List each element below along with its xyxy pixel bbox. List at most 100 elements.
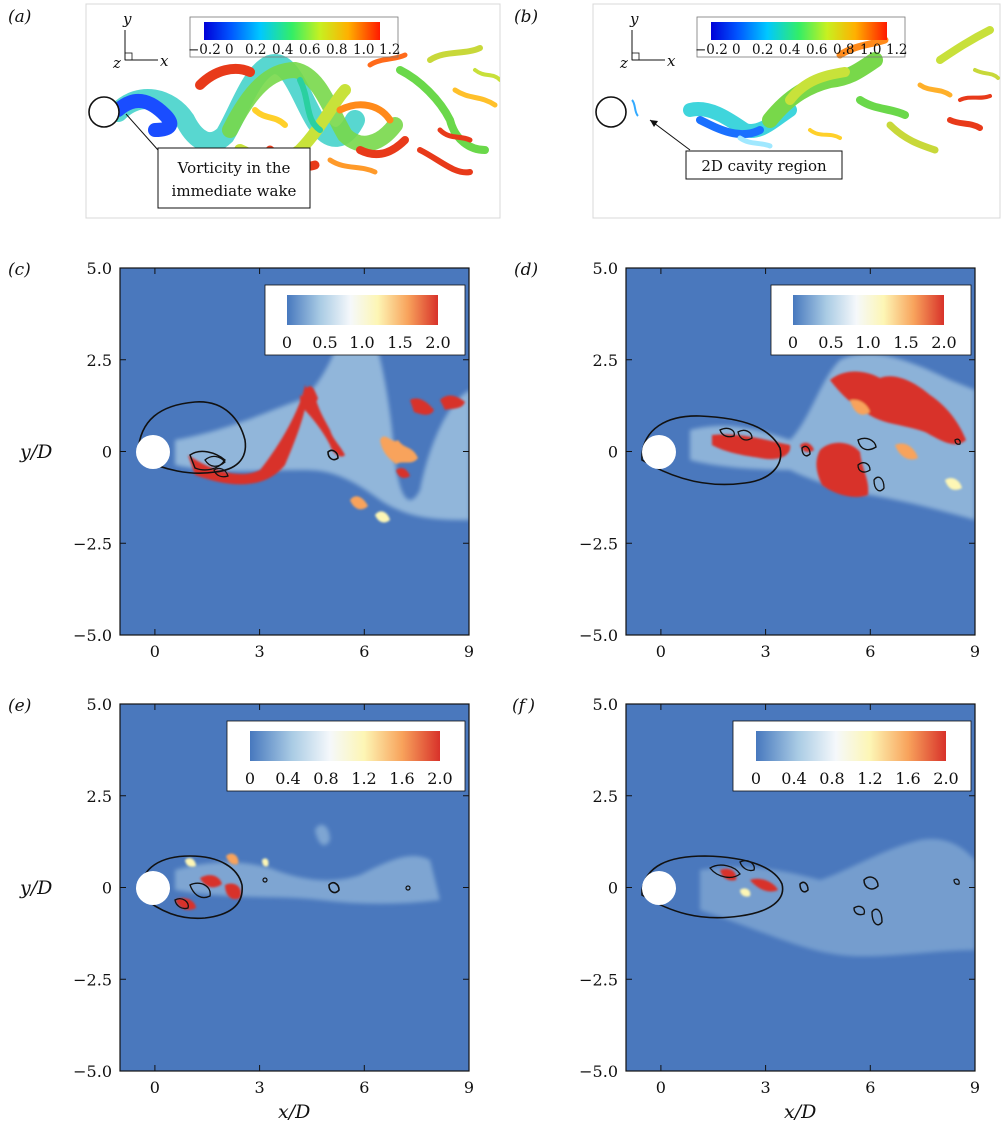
cbtick-e-0: 0 [245,769,255,788]
xtick-label-c-1: 3 [255,642,265,661]
ylabel-e: y/D [19,877,52,899]
xtick-label-e-2: 6 [359,1078,369,1097]
cbtick-c-2: 1.0 [349,333,374,352]
ytick-label-f-2: 0 [608,879,618,898]
colorbar-d [793,295,944,325]
colorbar-c [287,295,438,325]
panel-label-b: (b) [514,7,538,27]
cylinder-e [136,871,170,905]
xtick-label-f-0: 0 [656,1078,666,1097]
cbtick-f-5: 2.0 [933,769,958,788]
cbtick-a-2: 0.2 [245,42,266,58]
cbtick-b-4: 0.6 [806,42,827,58]
ytick-label-e-3: 2.5 [87,787,112,806]
cbtick-d-1: 0.5 [818,333,843,352]
xlabel-f: x/D [784,1101,816,1123]
triad-b-z: z [619,54,628,72]
cylinder-a [89,97,119,127]
xtick-label-e-3: 9 [464,1078,474,1097]
cbtick-b-6: 1.0 [860,42,881,58]
cbtick-e-4: 1.6 [389,769,414,788]
cbtick-e-5: 2.0 [427,769,452,788]
colorbar-b-ticks: −0.2 0 0.2 0.4 0.6 0.8 1.0 1.2 [695,42,907,58]
ytick-label-e-1: −2.5 [73,970,112,989]
panel-label-e: (e) [8,696,31,716]
xtick-label-c-2: 6 [359,642,369,661]
panel-label-d: (d) [514,260,538,280]
ytick-label-d-0: −5.0 [579,626,618,645]
ytick-label-d-1: −2.5 [579,534,618,553]
cbtick-a-5: 0.8 [326,42,347,58]
ytick-label-e-0: −5.0 [73,1062,112,1081]
cbtick-d-0: 0 [788,333,798,352]
cbtick-a-0: −0.2 [188,42,221,58]
annotation-b-line1: 2D cavity region [701,157,827,175]
ytick-label-c-0: −5.0 [73,626,112,645]
ytick-label-f-3: 2.5 [593,787,618,806]
ytick-label-d-2: 0 [608,443,618,462]
ytick-label-d-4: 5.0 [593,259,618,278]
cbtick-c-3: 1.5 [387,333,412,352]
panel-f: (f ) 0 0.4 0.8 1 [512,695,980,1123]
colorbar-a [204,22,380,40]
xtick-label-d-3: 9 [970,642,980,661]
cbtick-e-1: 0.4 [275,769,300,788]
cbtick-e-2: 0.8 [313,769,338,788]
ytick-label-c-2: 0 [102,443,112,462]
panel-a: (a) −0.2 0 0.2 [8,4,500,218]
xtick-label-f-3: 9 [970,1078,980,1097]
panel-label-a: (a) [8,7,31,27]
xtick-label-d-2: 6 [865,642,875,661]
cavity-b-wisp [632,100,638,116]
triad-b-x: x [667,52,676,70]
panel-d: (d) [514,259,980,661]
ytick-label-f-1: −2.5 [579,970,618,989]
xlabel-e: x/D [278,1101,310,1123]
colorbar-f [756,731,946,761]
cbtick-f-4: 1.6 [895,769,920,788]
cbtick-b-0: −0.2 [695,42,728,58]
cylinder-f [642,871,676,905]
cylinder-c [136,435,170,469]
cylinder-d [642,435,676,469]
triad-a-x: x [160,52,169,70]
triad-b-y: y [629,10,639,28]
triad-a-z: z [112,54,121,72]
colorbar-e [250,731,440,761]
annotation-a-line2: immediate wake [172,182,297,200]
xtick-label-d-0: 0 [656,642,666,661]
cbtick-f-1: 0.4 [781,769,806,788]
cbtick-f-0: 0 [751,769,761,788]
cbtick-f-3: 1.2 [857,769,882,788]
cbtick-d-3: 1.5 [893,333,918,352]
panel-label-c: (c) [8,260,31,280]
cbtick-d-2: 1.0 [855,333,880,352]
cbtick-a-4: 0.6 [299,42,320,58]
panel-c: (c) [8,259,474,661]
ytick-label-c-1: −2.5 [73,534,112,553]
ytick-label-f-4: 5.0 [593,695,618,714]
cbtick-d-4: 2.0 [931,333,956,352]
cbtick-b-5: 0.8 [833,42,854,58]
annotation-b-arrowhead [650,120,658,127]
annotation-a-line1: Vorticity in the [177,159,291,177]
xtick-label-c-0: 0 [150,642,160,661]
cbtick-c-1: 0.5 [312,333,337,352]
annotation-b-leader [650,120,690,150]
ytick-label-d-3: 2.5 [593,351,618,370]
xtick-label-f-1: 3 [761,1078,771,1097]
cbtick-a-7: 1.2 [379,42,400,58]
cbtick-b-2: 0.2 [752,42,773,58]
cylinder-b [596,97,626,127]
panel-b: (b) −0.2 0 0.2 0.4 0.6 [514,4,1000,218]
cbtick-a-3: 0.4 [272,42,293,58]
xtick-label-e-1: 3 [255,1078,265,1097]
cbtick-f-2: 0.8 [819,769,844,788]
ylabel-c: y/D [19,441,52,463]
panel-e: (e) [8,695,474,1123]
cbtick-b-7: 1.2 [886,42,907,58]
axis-triad-a: y z x [112,10,169,72]
panel-label-f: (f ) [512,696,535,716]
cbtick-c-0: 0 [282,333,292,352]
